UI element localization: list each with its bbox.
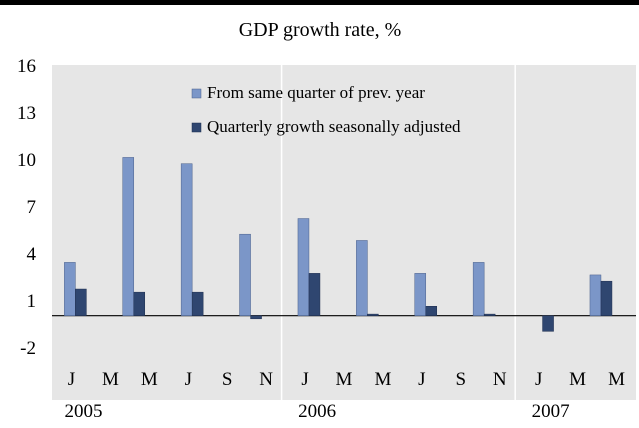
bar-qoq	[250, 315, 262, 320]
bar-yoy	[122, 157, 135, 316]
x-tick-label: J	[535, 369, 542, 390]
legend-label: From same quarter of prev. year	[207, 83, 425, 102]
bar-qoq	[367, 313, 379, 316]
bars	[64, 157, 613, 332]
x-tick-label: M	[336, 369, 353, 390]
x-tick-label: S	[222, 369, 233, 390]
y-tick-label: 4	[27, 244, 37, 265]
bar-qoq	[483, 313, 496, 316]
chart-title: GDP growth rate, %	[239, 19, 402, 41]
x-tick-label: J	[301, 369, 308, 390]
bar-qoq	[75, 288, 87, 316]
bar-qoq	[191, 291, 204, 316]
x-tick-label: M	[374, 369, 391, 390]
plot-area	[52, 65, 636, 400]
x-tick-label: S	[456, 369, 467, 390]
bar-yoy	[64, 262, 76, 316]
legend-swatch	[191, 122, 202, 133]
x-tick-label: M	[569, 369, 586, 390]
bar-qoq	[308, 273, 321, 316]
y-tick-label: 1	[27, 291, 37, 312]
bar-yoy	[472, 262, 485, 316]
legend: From same quarter of prev. year Quarterly…	[191, 83, 461, 136]
y-tick-label: 10	[17, 150, 36, 171]
bar-yoy	[239, 233, 251, 316]
y-tick-label: 16	[17, 56, 36, 77]
x-tick-label: N	[493, 369, 507, 390]
x-tick-label: M	[608, 369, 625, 390]
year-label: 2006	[298, 401, 336, 422]
x-tick-label: J	[418, 369, 425, 390]
year-separators	[280, 65, 516, 400]
x-tick-label: J	[185, 369, 192, 390]
x-tick-label: N	[259, 369, 273, 390]
bar-yoy	[589, 274, 602, 316]
x-tick-label: M	[141, 369, 158, 390]
top-border	[0, 0, 639, 5]
legend-label: Quarterly growth seasonally adjusted	[207, 117, 461, 136]
bar-qoq	[542, 315, 554, 332]
year-label: 2005	[64, 401, 102, 422]
y-tick-label: -2	[20, 338, 36, 359]
legend-swatch	[191, 88, 202, 99]
y-tick-label: 13	[17, 103, 36, 124]
bar-yoy	[180, 163, 193, 316]
year-label: 2007	[532, 401, 570, 422]
bar-yoy	[356, 240, 368, 316]
x-tick-label: J	[68, 369, 75, 390]
bar-qoq	[425, 306, 438, 316]
bar-yoy	[414, 273, 427, 316]
y-tick-label: 7	[27, 197, 37, 218]
bar-yoy	[297, 218, 310, 316]
x-tick-label: M	[102, 369, 119, 390]
bar-qoq	[133, 291, 146, 316]
bar-qoq	[600, 280, 613, 316]
